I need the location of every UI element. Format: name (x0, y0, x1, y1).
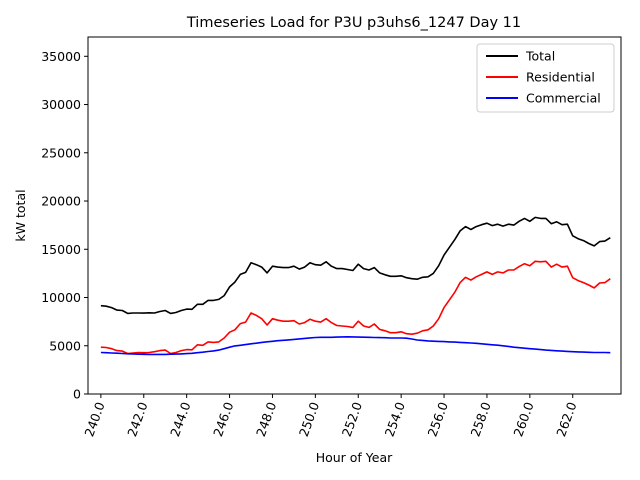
series-line-total (100, 216, 611, 315)
y-tick-label: 10000 (41, 290, 81, 305)
legend-frame (476, 43, 615, 113)
x-tick-label: 242.0 (124, 400, 150, 439)
chart-title: Timeseries Load for P3U p3uhs6_1247 Day … (186, 15, 521, 31)
x-tick-label: 240.0 (81, 400, 107, 439)
y-tick-label: 5000 (49, 338, 81, 353)
y-tick-label: 35000 (41, 49, 81, 64)
x-tick-label: 246.0 (210, 400, 236, 439)
x-tick-label: 250.0 (296, 400, 322, 439)
x-tick-label: 252.0 (339, 400, 365, 439)
legend: Total Residential Commercial (476, 43, 615, 113)
y-axis: 0 5000 10000 15000 20000 25000 30000 35000 (41, 49, 88, 402)
series-layer (100, 216, 611, 356)
x-tick-label: 254.0 (382, 400, 408, 439)
series-line-commercial (100, 335, 611, 356)
x-tick-label: 262.0 (553, 400, 579, 439)
legend-label-total: Total (525, 49, 555, 64)
plot-area (87, 36, 622, 395)
legend-label-residential: Residential (526, 70, 595, 85)
y-tick-label: 20000 (41, 194, 81, 209)
x-axis-label: Hour of Year (316, 450, 393, 465)
y-tick-label: 15000 (41, 242, 81, 257)
x-tick-label: 258.0 (467, 400, 493, 439)
series-line-residential (100, 260, 611, 355)
y-tick-label: 0 (73, 387, 81, 402)
plot-frame (87, 36, 622, 395)
y-axis-label: kW total (13, 189, 28, 241)
y-tick-label: 25000 (41, 145, 81, 160)
x-tick-label: 244.0 (167, 400, 193, 439)
y-tick-label: 30000 (41, 97, 81, 112)
x-tick-label: 256.0 (425, 400, 451, 439)
x-tick-label: 260.0 (510, 400, 536, 439)
x-axis: 240.0 242.0 244.0 246.0 248.0 250.0 252.0 254.0… (81, 394, 580, 439)
legend-label-commercial: Commercial (526, 91, 601, 106)
x-tick-label: 248.0 (253, 400, 279, 439)
